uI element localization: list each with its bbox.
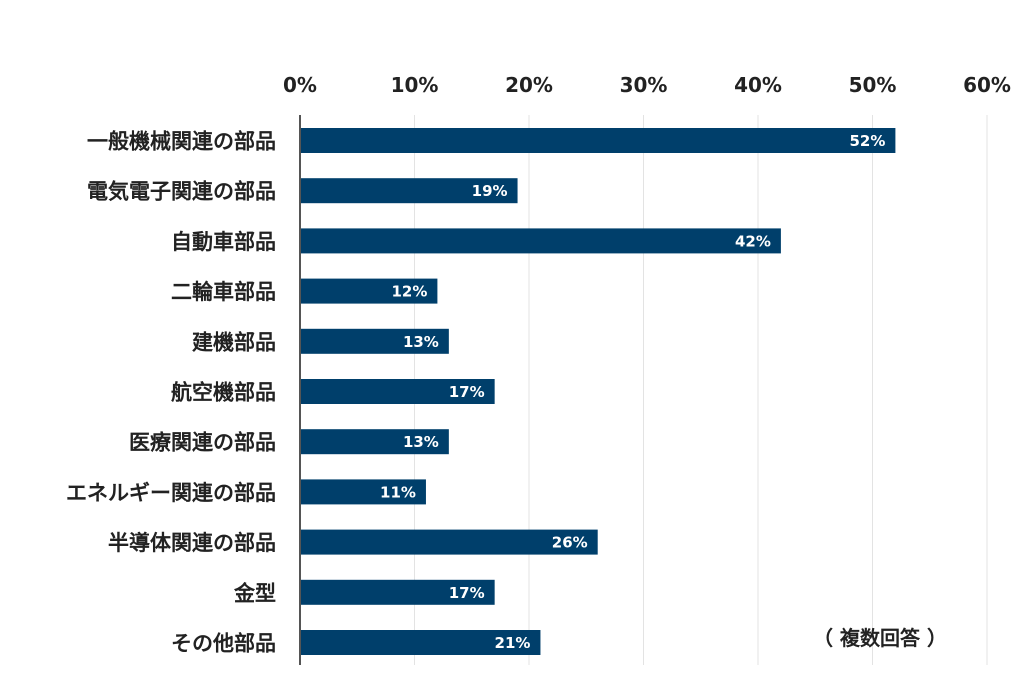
x-tick-label: 40% <box>734 73 782 97</box>
x-tick-labels: 0% 10% 20% 30% 40% 50% 60% <box>283 73 1011 97</box>
multiple-answer-note: （ 複数回答 ） <box>813 626 947 650</box>
bar <box>300 429 449 455</box>
bar <box>300 579 495 605</box>
category-label: エネルギー関連の部品 <box>66 481 276 505</box>
x-tick-label: 30% <box>620 73 668 97</box>
category-label: 半導体関連の部品 <box>108 531 276 555</box>
data-label: 12% <box>391 283 427 301</box>
x-tick-label: 0% <box>283 73 317 97</box>
data-label: 19% <box>472 182 508 200</box>
category-label: その他部品 <box>171 632 276 656</box>
data-label: 21% <box>495 634 531 652</box>
data-label: 26% <box>552 534 588 552</box>
bar <box>300 178 518 204</box>
data-label: 13% <box>403 333 439 351</box>
category-label: 一般機械関連の部品 <box>87 130 276 154</box>
bar <box>300 630 541 655</box>
x-tick-label: 10% <box>391 73 439 97</box>
data-label: 11% <box>380 483 416 501</box>
category-label: 金型 <box>233 581 276 605</box>
category-label: 医療関連の部品 <box>129 431 276 455</box>
bar <box>300 379 495 404</box>
x-tick-label: 60% <box>963 73 1011 97</box>
bar <box>300 479 426 505</box>
bars <box>300 128 896 655</box>
x-tick-label: 50% <box>849 73 897 97</box>
data-label: 17% <box>449 383 485 401</box>
bar <box>300 228 781 254</box>
bar <box>300 529 598 555</box>
category-label: 建機部品 <box>192 330 276 354</box>
category-label: 二輪車部品 <box>171 280 276 304</box>
category-label: 電気電子関連の部品 <box>87 180 276 204</box>
category-label: 自動車部品 <box>171 230 276 254</box>
gridlines <box>414 115 988 665</box>
bar <box>300 278 438 304</box>
data-label: 52% <box>849 132 885 150</box>
bar <box>300 128 896 153</box>
category-label: 航空機部品 <box>171 381 276 405</box>
category-labels: 一般機械関連の部品電気電子関連の部品自動車部品二輪車部品建機部品航空機部品医療関… <box>66 130 276 656</box>
data-labels: 52% 19% 42% 12% 13% 17% 13% 11% 26% 17% 21% <box>380 132 885 652</box>
data-label: 13% <box>403 433 439 451</box>
data-label: 42% <box>735 232 771 250</box>
x-tick-label: 20% <box>505 73 553 97</box>
bar <box>300 328 449 354</box>
data-label: 17% <box>449 584 485 602</box>
